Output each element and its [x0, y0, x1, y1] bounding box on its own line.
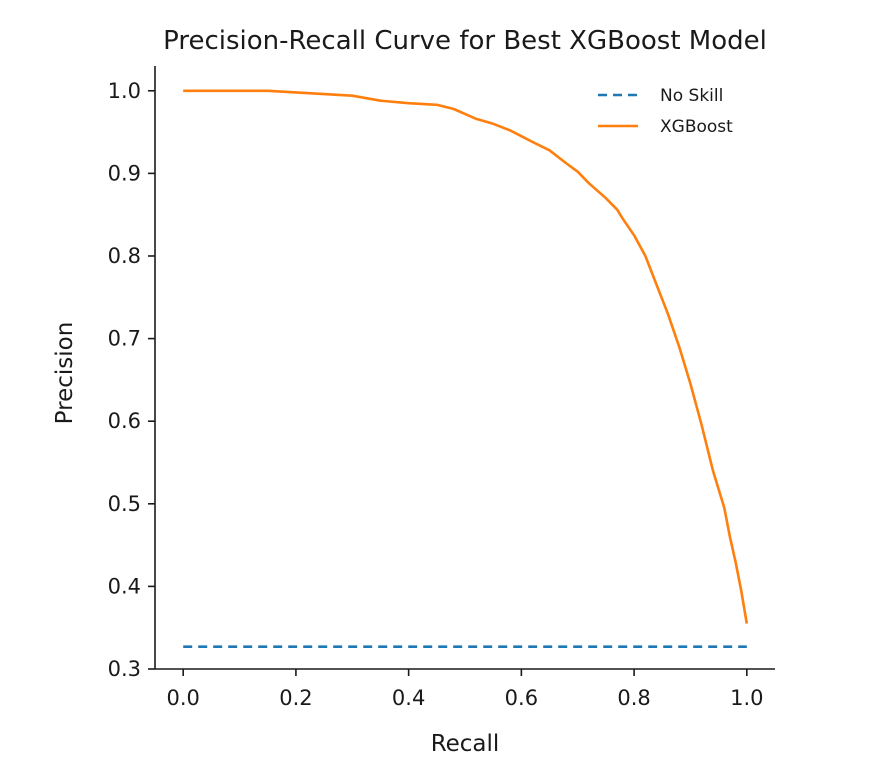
y-axis-ticks: 0.3 0.4 0.5 0.6 0.7 0.8 0.9 1.0 [108, 79, 155, 681]
y-axis-label: Precision [52, 322, 78, 425]
x-tick-label: 0.2 [279, 686, 312, 710]
legend-label-xgboost: XGBoost [660, 117, 733, 137]
plot-area: 0.0 0.2 0.4 0.6 0.8 1.0 0.3 0.4 0.5 0.6 0.7 0.8 0.9… [108, 66, 775, 710]
series-layer [183, 89, 749, 649]
y-tick-label: 0.3 [108, 657, 141, 681]
y-tick-label: 0.9 [108, 161, 141, 185]
y-tick-label: 1.0 [108, 79, 141, 103]
x-tick-label: 1.0 [730, 686, 763, 710]
y-tick-label: 0.5 [108, 492, 141, 516]
x-tick-label: 0.8 [617, 686, 650, 710]
x-axis-ticks: 0.0 0.2 0.4 0.6 0.8 1.0 [166, 669, 764, 710]
y-tick-label: 0.4 [108, 574, 141, 598]
legend: No Skill XGBoost [598, 86, 733, 137]
y-tick-label: 0.7 [108, 327, 141, 351]
y-tick-label: 0.8 [108, 244, 141, 268]
x-tick-label: 0.6 [505, 686, 538, 710]
x-axis-label: Recall [431, 731, 500, 757]
y-tick-label: 0.6 [108, 409, 141, 433]
x-tick-label: 0.4 [392, 686, 425, 710]
chart-title: Precision-Recall Curve for Best XGBoost … [163, 26, 767, 56]
x-tick-label: 0.0 [166, 686, 199, 710]
series-line-xgboost [183, 89, 749, 624]
legend-label-no-skill: No Skill [660, 86, 723, 106]
